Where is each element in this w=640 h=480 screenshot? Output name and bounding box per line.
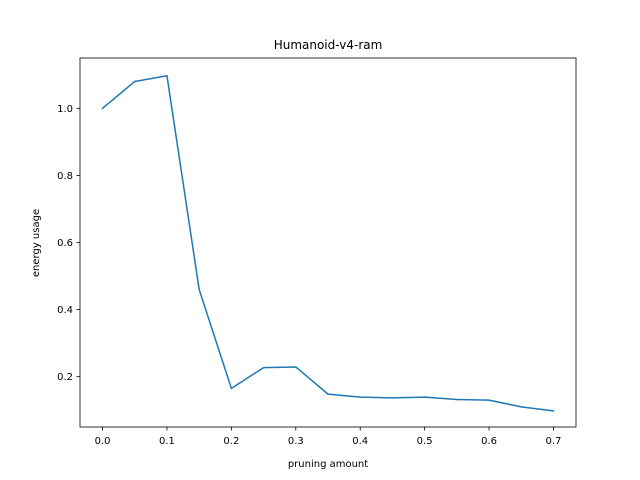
data-point xyxy=(198,288,200,291)
y-tick-label: 1.0 xyxy=(57,104,73,115)
data-point xyxy=(295,366,297,368)
data-point xyxy=(101,107,104,110)
data-point xyxy=(552,410,555,412)
data-point xyxy=(166,75,168,77)
data-point xyxy=(391,397,394,399)
data-point xyxy=(134,80,136,83)
y-axis: 0.2 0.4 0.6 0.8 1.0 xyxy=(57,104,80,383)
y-tick-label: 0.2 xyxy=(57,372,73,383)
x-tick-label: 0.4 xyxy=(352,436,368,447)
chart-title: Humanoid-v4-ram xyxy=(274,38,383,52)
x-tick-label: 0.5 xyxy=(417,436,433,447)
y-axis-label: energy usage xyxy=(31,209,42,277)
data-point xyxy=(456,398,458,401)
y-tick-label: 0.4 xyxy=(57,305,73,316)
data-point xyxy=(520,406,522,408)
x-tick-label: 0.0 xyxy=(95,436,111,447)
data-point xyxy=(230,387,233,390)
data-point xyxy=(262,366,265,369)
x-tick-label: 0.6 xyxy=(481,436,497,447)
data-point xyxy=(327,393,329,395)
x-axis-label: pruning amount xyxy=(288,459,368,470)
x-axis: 0.0 0.1 0.2 0.3 0.4 0.5 0.6 0.7 xyxy=(95,427,562,447)
y-tick-label: 0.8 xyxy=(57,171,73,182)
x-tick-label: 0.7 xyxy=(546,436,562,447)
data-point xyxy=(359,396,361,398)
data-point xyxy=(423,396,426,398)
x-tick-label: 0.1 xyxy=(159,436,175,447)
y-tick-label: 0.6 xyxy=(57,238,73,249)
x-tick-label: 0.3 xyxy=(288,436,304,447)
data-point xyxy=(488,399,490,401)
x-tick-label: 0.2 xyxy=(223,436,239,447)
